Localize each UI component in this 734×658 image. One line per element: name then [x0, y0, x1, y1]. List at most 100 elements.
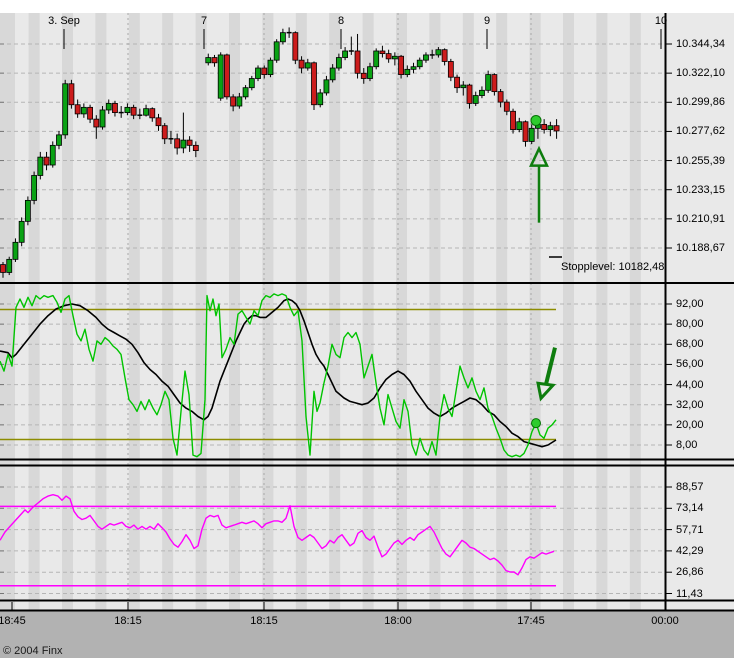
- date-label: 3. Sep: [48, 15, 80, 27]
- candle-up: [472, 95, 479, 104]
- session-stripe: [429, 13, 441, 610]
- momentum-axis-tick-label: 11,43: [676, 587, 703, 600]
- candle-down: [93, 118, 100, 128]
- time-label: 18:15: [114, 615, 142, 627]
- candle-up: [416, 59, 423, 68]
- candle-down: [292, 32, 299, 61]
- candle-down: [360, 72, 367, 79]
- candle-down: [354, 50, 361, 74]
- candle-up: [528, 127, 535, 142]
- session-stripe: [0, 13, 15, 610]
- candle-down: [454, 76, 460, 89]
- candle-down: [186, 139, 193, 146]
- copyright-text: © 2004 Finx: [3, 645, 63, 657]
- candle-up: [342, 50, 349, 58]
- momentum-axis-tick-label: 57,71: [676, 523, 704, 536]
- candle-down: [74, 104, 81, 115]
- momentum-axis-tick-label: 26,86: [676, 566, 704, 579]
- price-axis-tick-label: 10.188,67: [676, 241, 725, 254]
- candle-up: [217, 54, 224, 99]
- session-stripe: [62, 13, 73, 610]
- candle-down: [0, 264, 6, 273]
- candle-up: [404, 68, 411, 75]
- candle-down: [68, 83, 75, 106]
- momentum-axis-tick-label: 73,14: [676, 502, 704, 515]
- stoch-axis-tick-label: 32,00: [676, 398, 704, 411]
- candle-down: [224, 54, 230, 98]
- candle-up: [80, 106, 87, 115]
- candle-down: [261, 67, 268, 75]
- price-axis-tick-label: 10.210,91: [676, 212, 725, 225]
- session-stripe: [396, 13, 407, 610]
- session-stripe: [95, 13, 107, 610]
- candle-up: [49, 144, 56, 166]
- candle-up: [279, 32, 286, 43]
- candle-up: [460, 84, 467, 89]
- candle-up: [12, 241, 19, 260]
- momentum-line: [0, 494, 555, 576]
- candle-up: [391, 55, 398, 60]
- candle-down: [298, 59, 305, 69]
- session-stripe: [295, 13, 307, 610]
- candle-up: [18, 220, 25, 243]
- candle-up: [423, 54, 429, 61]
- session-stripe: [128, 13, 140, 610]
- sell-arrow-stem: [544, 347, 557, 385]
- candle-up: [62, 83, 69, 136]
- stoch-fast-line: [0, 293, 557, 458]
- time-label: 18:00: [384, 615, 412, 627]
- signal-dot-price: [530, 114, 542, 126]
- candle-up: [547, 125, 554, 131]
- candle-up: [323, 79, 330, 94]
- date-label: 10: [654, 15, 668, 27]
- session-stripe: [28, 13, 40, 610]
- session-stripe: [629, 13, 641, 610]
- candle-down: [447, 61, 454, 78]
- candle-down: [553, 125, 560, 132]
- candle-down: [230, 96, 237, 107]
- session-stripe: [329, 13, 341, 610]
- stoch-axis-tick-label: 68,00: [676, 338, 704, 351]
- price-axis-tick-label: 10.233,15: [676, 183, 725, 196]
- candle-up: [99, 109, 106, 128]
- stoplevel-label: Stopplevel: 10182,48: [561, 261, 665, 273]
- candle-up: [180, 139, 187, 149]
- candle-down: [503, 101, 510, 112]
- session-stripe: [229, 13, 240, 610]
- candle-up: [56, 134, 62, 146]
- candle-up: [267, 59, 274, 75]
- session-stripe: [529, 13, 541, 610]
- stoch-axis-tick-label: 56,00: [676, 358, 704, 371]
- candle-up: [37, 156, 44, 176]
- candle-down: [497, 91, 504, 103]
- stoch-axis-tick-label: 44,00: [676, 378, 704, 391]
- candle-down: [491, 74, 498, 93]
- candle-down: [130, 106, 137, 116]
- candle-up: [205, 57, 212, 64]
- price-axis-tick-label: 10.344,34: [676, 38, 725, 50]
- session-stripe: [462, 13, 474, 610]
- date-label: 9: [483, 15, 491, 27]
- session-stripe: [563, 13, 574, 610]
- candle-down: [441, 49, 448, 62]
- candle-down: [112, 103, 118, 113]
- candle-up: [410, 66, 417, 70]
- candle-down: [155, 117, 162, 127]
- candle-up: [105, 103, 112, 111]
- candle-up: [6, 258, 13, 273]
- session-stripe: [596, 13, 608, 610]
- candle-up: [335, 57, 342, 69]
- stoch-slow-line: [0, 298, 557, 448]
- time-label: 17:45: [517, 615, 545, 627]
- candle-down: [541, 123, 548, 131]
- candle-down: [466, 84, 473, 104]
- candle-up: [24, 199, 31, 222]
- candle-down: [311, 62, 317, 106]
- candle-down: [385, 53, 392, 60]
- date-label: 7: [200, 15, 208, 27]
- stoch-axis-tick-label: 20,00: [676, 418, 704, 431]
- candle-down: [379, 50, 386, 55]
- candle-down: [211, 57, 218, 64]
- candle-up: [317, 92, 324, 106]
